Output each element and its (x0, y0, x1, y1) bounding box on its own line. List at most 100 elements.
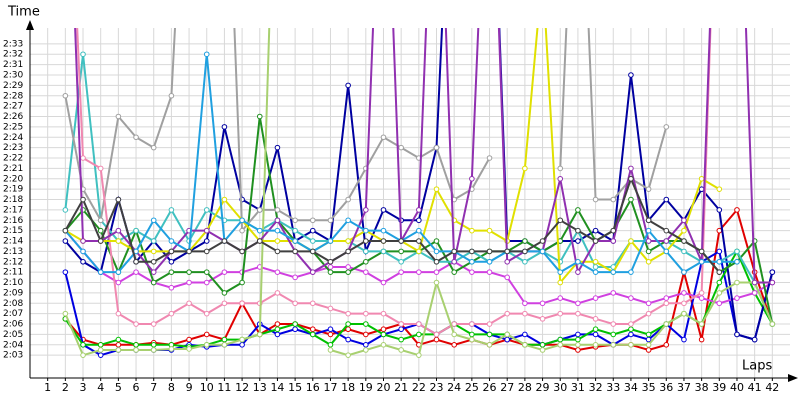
lap-point (133, 258, 139, 265)
lap-point (221, 300, 228, 307)
lap-point (486, 248, 493, 255)
series-line (76, 28, 712, 336)
lap-point (628, 196, 634, 203)
lap-point (698, 321, 705, 327)
lap-point (416, 217, 422, 224)
y-tick-label: 2:27 (3, 102, 23, 112)
lap-point (80, 196, 86, 203)
lap-point (416, 248, 422, 255)
lap-point (451, 269, 457, 275)
lap-point (203, 269, 210, 275)
lap-point (133, 269, 139, 275)
lap-point (363, 341, 369, 348)
lap-point (539, 316, 546, 322)
lap-point (663, 321, 670, 327)
lap-point (645, 347, 652, 353)
lap-point (62, 238, 69, 244)
lap-point (698, 295, 705, 301)
lap-point (256, 207, 263, 213)
lap-point (681, 300, 687, 307)
lap-point (716, 279, 723, 286)
lap-point (115, 196, 122, 203)
lap-point (150, 269, 157, 275)
lap-point (645, 238, 652, 244)
x-tick-label: 21 (394, 381, 408, 394)
lap-point (345, 264, 351, 270)
lap-point (681, 310, 687, 317)
x-tick-label: 6 (133, 381, 140, 394)
lap-point (575, 300, 581, 307)
lap-point (433, 336, 440, 343)
lap-point (592, 196, 599, 203)
lap-point (380, 310, 387, 317)
lap-point (575, 341, 581, 348)
lap-point (168, 92, 175, 99)
lap-point (133, 347, 139, 353)
lap-point (115, 279, 122, 286)
x-tick-label: 30 (553, 381, 567, 394)
lap-point (769, 321, 776, 327)
lap-point (486, 227, 493, 234)
lap-point (380, 341, 387, 348)
y-tick-label: 2:06 (3, 320, 23, 330)
lap-point (186, 269, 192, 275)
x-tick-label: 10 (200, 381, 214, 394)
lap-point (486, 321, 493, 327)
lap-point (416, 331, 422, 338)
lap-point (539, 341, 546, 348)
x-tick-label: 29 (536, 381, 550, 394)
lap-point (645, 310, 652, 317)
lap-point (380, 207, 387, 213)
x-tick-label: 18 (341, 381, 355, 394)
lap-point (610, 238, 617, 244)
lap-point (292, 274, 298, 281)
lap-point (97, 269, 104, 275)
lap-point (203, 341, 210, 348)
lap-point (645, 341, 652, 348)
lap-point (628, 326, 634, 333)
x-tick-label: 25 (465, 381, 479, 394)
lap-point (398, 347, 404, 353)
x-tick-label: 15 (288, 381, 302, 394)
lap-point (168, 284, 175, 291)
lap-point (592, 264, 599, 270)
lap-point (398, 269, 404, 275)
lap-point (363, 227, 369, 234)
lap-point (133, 341, 139, 348)
y-tick-label: 2:19 (3, 185, 23, 195)
lap-point (203, 331, 210, 338)
y-tick-label: 2:07 (3, 309, 23, 319)
lap-point (698, 336, 705, 343)
lap-point (203, 279, 210, 286)
lap-point (557, 336, 564, 343)
lap-point (309, 326, 316, 333)
x-tick-label: 22 (412, 381, 426, 394)
lap-point (557, 341, 564, 348)
lap-point (203, 310, 210, 317)
x-tick-label: 2 (62, 381, 69, 394)
lap-point (610, 331, 617, 338)
lap-point (575, 347, 581, 353)
lap-point (239, 248, 245, 255)
lap-point (239, 336, 245, 343)
lap-point (628, 165, 634, 172)
lap-point (345, 326, 351, 333)
lap-point (221, 269, 228, 275)
lap-point (575, 310, 581, 317)
lap-point (115, 113, 122, 120)
lap-point (451, 248, 457, 255)
lap-point (62, 310, 69, 317)
lap-point (433, 186, 440, 192)
lap-point (274, 321, 281, 327)
lap-point (80, 51, 86, 58)
lap-point (645, 186, 652, 192)
lap-point (168, 310, 175, 317)
lap-point (557, 175, 564, 182)
lap-point (628, 295, 634, 301)
lap-point (592, 341, 599, 348)
lap-point (592, 316, 599, 322)
lap-point (133, 321, 139, 327)
lap-point (363, 207, 369, 213)
x-tick-label: 37 (677, 381, 691, 394)
y-tick-label: 2:22 (3, 154, 23, 164)
